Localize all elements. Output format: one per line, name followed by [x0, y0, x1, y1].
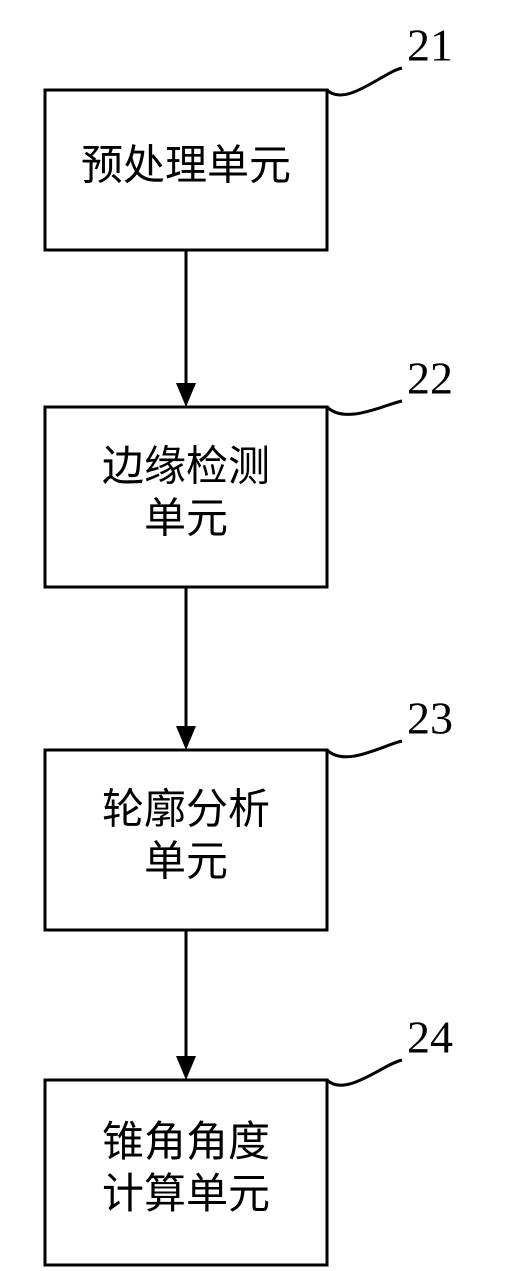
arrow-head-n2-n3 — [176, 726, 196, 750]
callout-label-n2: 22 — [407, 353, 453, 404]
callout-label-n1: 21 — [407, 20, 453, 71]
arrow-head-n1-n2 — [176, 383, 196, 407]
flow-node-n3-label: 单元 — [144, 840, 228, 886]
flow-node-n3-label: 轮廓分析 — [102, 788, 270, 834]
callout-n4 — [327, 1060, 402, 1085]
flow-diagram: 预处理单元21边缘检测单元22轮廓分析单元23锥角角度计算单元24 — [0, 0, 529, 1271]
arrow-head-n3-n4 — [176, 1056, 196, 1080]
callout-label-n4: 24 — [407, 1012, 453, 1063]
callout-n1 — [327, 68, 402, 95]
callout-n2 — [327, 401, 402, 414]
callout-n3 — [327, 741, 402, 757]
flow-node-n4-label: 锥角角度 — [102, 1120, 270, 1166]
flow-node-n2-label: 单元 — [144, 497, 228, 543]
flow-node-n2-label: 边缘检测 — [102, 444, 270, 491]
flow-node-n4-label: 计算单元 — [102, 1172, 270, 1218]
flow-node-n1-label: 预处理单元 — [81, 144, 291, 190]
callout-label-n3: 23 — [407, 693, 453, 744]
